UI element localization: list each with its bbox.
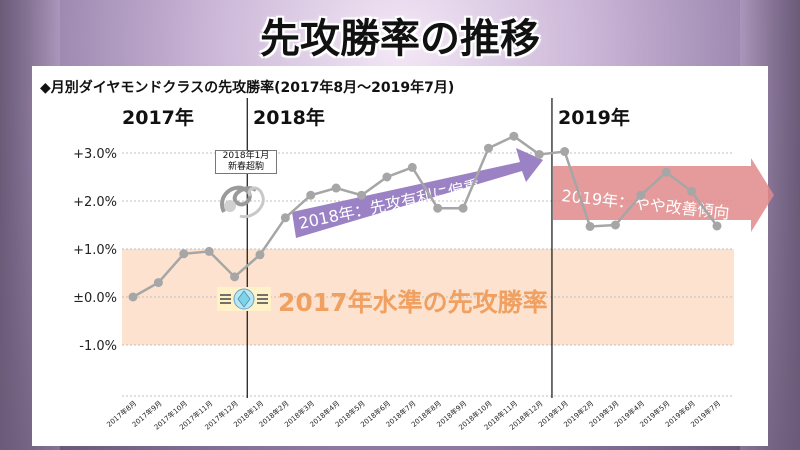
arrow-2019	[553, 158, 774, 232]
data-point	[636, 190, 646, 200]
data-point	[280, 213, 290, 223]
data-point	[204, 246, 214, 256]
data-point	[128, 292, 138, 302]
data-point	[255, 250, 265, 260]
callout-line1: 2018年1月	[222, 151, 270, 161]
year-label-2019: 2019年	[558, 107, 630, 129]
swirl-effect-icon	[220, 185, 265, 219]
page-title: 先攻勝率の推移	[260, 16, 540, 62]
data-point	[560, 147, 570, 157]
year-label-2018: 2018年	[253, 107, 325, 129]
crystal-badge-icon	[217, 287, 271, 311]
data-point	[306, 190, 316, 200]
data-point	[712, 221, 722, 231]
chart-subtitle: ◆月別ダイヤモンドクラスの先攻勝率(2017年8月～2019年7月)	[40, 80, 455, 96]
arrow-2018	[292, 148, 543, 238]
callout-box: 2018年1月 新春超駒	[215, 150, 277, 174]
y-tick-label: +1.0%	[73, 243, 117, 258]
arrow-2018-label: 2018年：先攻有利に偏重…	[297, 173, 497, 233]
y-tick-label: -1.0%	[79, 339, 117, 354]
band-label: 2017年水準の先攻勝率	[278, 288, 548, 317]
data-point	[585, 221, 595, 231]
y-tick-label: +3.0%	[73, 147, 117, 162]
series-line	[132, 134, 719, 299]
data-point	[331, 183, 341, 193]
data-point	[230, 272, 240, 282]
y-tick-label: +2.0%	[73, 195, 117, 210]
callout-line2: 新春超駒	[227, 162, 264, 172]
data-point	[661, 167, 671, 177]
data-point	[357, 190, 367, 200]
data-point	[382, 172, 392, 182]
data-point	[433, 203, 443, 213]
y-tick-label: ±0.0%	[73, 291, 117, 306]
data-point	[687, 186, 697, 196]
data-point	[534, 149, 544, 159]
data-point	[509, 131, 519, 141]
data-point	[610, 220, 620, 230]
data-point	[458, 203, 468, 213]
data-point	[407, 162, 417, 172]
data-point	[179, 249, 189, 259]
year-label-2017: 2017年	[122, 107, 194, 129]
data-point	[153, 278, 163, 288]
data-point	[483, 143, 493, 153]
